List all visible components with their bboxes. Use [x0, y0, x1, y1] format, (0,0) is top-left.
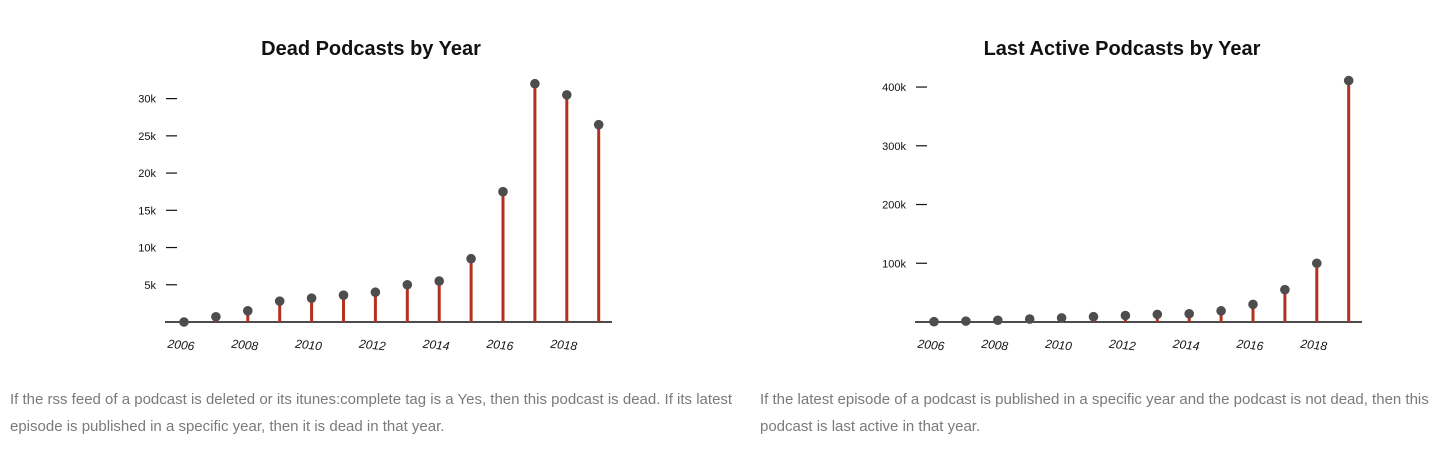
y-tick-label: 400k: [882, 82, 906, 94]
data-point: [466, 253, 476, 264]
data-point: [1152, 309, 1163, 320]
y-tick-label: 10k: [138, 243, 156, 255]
y-tick-label: 20k: [138, 168, 156, 180]
data-point: [498, 186, 508, 197]
y-tick-label: 100k: [882, 258, 906, 270]
data-point: [1280, 284, 1290, 295]
chart-caption: If the latest episode of a podcast is pu…: [760, 391, 1429, 435]
data-point: [1216, 306, 1226, 316]
data-point: [1184, 308, 1194, 319]
chart-title: Last Active Podcasts by Year: [984, 38, 1261, 60]
y-tick-label: 200k: [882, 200, 906, 212]
x-tick-label: 2014: [421, 337, 450, 354]
x-tick-label: 2016: [485, 337, 514, 354]
y-tick-label: 30k: [138, 94, 156, 106]
data-point: [370, 287, 381, 298]
dead-podcasts-chart: Dead Podcasts by Year 5k 10k 15k 20k 25k 30k 2…: [138, 38, 612, 354]
data-point: [306, 293, 317, 303]
data-point: [993, 315, 1003, 326]
x-tick-label: 2018: [1299, 337, 1328, 354]
data-point: [1248, 299, 1258, 310]
data-point: [402, 279, 413, 290]
y-tick-label: 300k: [882, 141, 906, 153]
data-point: [1343, 75, 1354, 86]
data-point: [530, 78, 540, 89]
x-tick-label: 2008: [980, 337, 1009, 354]
data-point: [1024, 314, 1035, 324]
y-tick-label: 15k: [138, 205, 156, 217]
data-point: [338, 290, 349, 300]
data-point: [274, 296, 285, 306]
data-point: [1088, 311, 1099, 322]
y-tick-label: 5k: [144, 280, 156, 292]
data-point: [211, 311, 221, 322]
data-point: [243, 306, 253, 316]
x-tick-label: 2014: [1171, 337, 1200, 354]
x-tick-label: 2016: [1235, 337, 1264, 354]
data-point: [929, 316, 939, 327]
y-tick-label: 25k: [138, 131, 156, 143]
x-tick-label: 2012: [357, 337, 386, 354]
dead-podcasts-panel: Dead Podcasts by Year 5k 10k 15k 20k 25k 30k 2…: [10, 38, 732, 435]
data-point: [562, 90, 572, 100]
data-point: [1312, 258, 1322, 269]
data-point: [1056, 313, 1067, 323]
x-tick-label: 2006: [166, 337, 195, 354]
data-point: [593, 119, 604, 130]
data-point: [1120, 310, 1131, 321]
x-tick-label: 2010: [294, 337, 323, 354]
data-point: [179, 317, 189, 327]
x-tick-label: 2010: [1044, 337, 1073, 354]
chart-title: Dead Podcasts by Year: [261, 38, 481, 60]
x-tick-label: 2006: [916, 337, 945, 354]
x-tick-label: 2008: [230, 337, 259, 354]
data-point: [434, 276, 445, 286]
chart-caption: If the rss feed of a podcast is deleted …: [10, 391, 733, 435]
x-tick-label: 2012: [1107, 337, 1136, 354]
x-tick-label: 2018: [549, 337, 578, 354]
last-active-podcasts-panel: Last Active Podcasts by Year 100k 200k 300…: [750, 0, 1456, 468]
last-active-podcasts-chart: Last Active Podcasts by Year 100k 200k 300…: [882, 38, 1362, 354]
data-point: [961, 316, 971, 326]
